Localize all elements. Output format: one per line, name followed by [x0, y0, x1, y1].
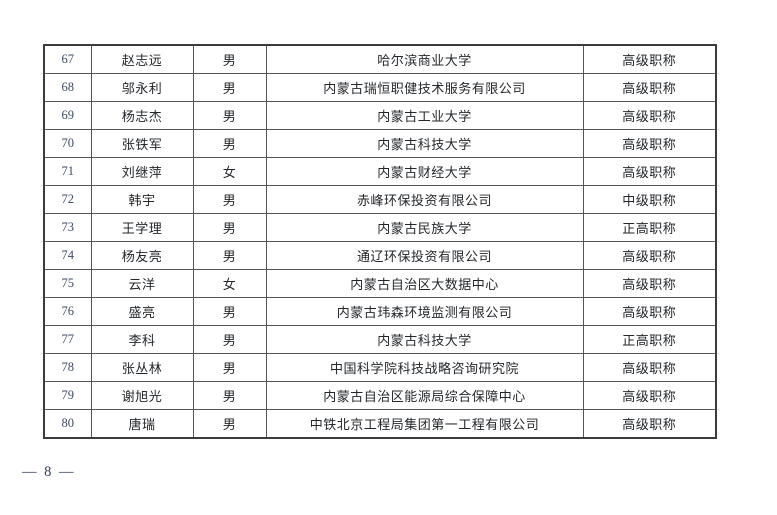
name-cell: 王学理	[90, 213, 194, 242]
gender-cell: 男	[192, 101, 267, 130]
row-number-cell: 67	[43, 44, 92, 74]
gender-cell: 男	[192, 409, 267, 439]
organization-cell: 内蒙古财经大学	[265, 157, 584, 186]
row-number-cell: 74	[43, 241, 92, 270]
table-row: 79 谢旭光 男 内蒙古自治区能源局综合保障中心 高级职称	[43, 381, 717, 410]
table-row: 67 赵志远 男 哈尔滨商业大学 高级职称	[43, 44, 717, 74]
name-cell: 李科	[90, 325, 194, 354]
title-cell: 高级职称	[582, 269, 717, 298]
personnel-table-body: 67 赵志远 男 哈尔滨商业大学 高级职称 68 邬永利 男 内蒙古瑞恒职健技术…	[43, 44, 717, 439]
title-cell: 高级职称	[582, 44, 717, 74]
name-cell: 韩宇	[90, 185, 194, 214]
title-cell: 高级职称	[582, 297, 717, 326]
organization-cell: 内蒙古瑞恒职健技术服务有限公司	[265, 73, 584, 102]
gender-cell: 男	[192, 129, 267, 158]
name-cell: 刘继萍	[90, 157, 194, 186]
row-number-cell: 71	[43, 157, 92, 186]
gender-cell: 男	[192, 73, 267, 102]
title-cell: 高级职称	[582, 409, 717, 439]
table-row: 76 盛亮 男 内蒙古玮森环境监测有限公司 高级职称	[43, 297, 717, 326]
row-number-cell: 78	[43, 353, 92, 382]
organization-cell: 通辽环保投资有限公司	[265, 241, 584, 270]
name-cell: 盛亮	[90, 297, 194, 326]
organization-cell: 内蒙古科技大学	[265, 129, 584, 158]
table-row: 77 李科 男 内蒙古科技大学 正高职称	[43, 325, 717, 354]
table-row: 72 韩宇 男 赤峰环保投资有限公司 中级职称	[43, 185, 717, 214]
organization-cell: 内蒙古玮森环境监测有限公司	[265, 297, 584, 326]
title-cell: 高级职称	[582, 129, 717, 158]
gender-cell: 男	[192, 185, 267, 214]
name-cell: 邬永利	[90, 73, 194, 102]
name-cell: 唐瑞	[90, 409, 194, 439]
table-row: 70 张铁军 男 内蒙古科技大学 高级职称	[43, 129, 717, 158]
gender-cell: 男	[192, 297, 267, 326]
table-row: 78 张丛林 男 中国科学院科技战略咨询研究院 高级职称	[43, 353, 717, 382]
organization-cell: 哈尔滨商业大学	[265, 44, 584, 74]
title-cell: 正高职称	[582, 325, 717, 354]
gender-cell: 男	[192, 381, 267, 410]
table-row: 75 云洋 女 内蒙古自治区大数据中心 高级职称	[43, 269, 717, 298]
organization-cell: 内蒙古自治区能源局综合保障中心	[265, 381, 584, 410]
organization-cell: 中国科学院科技战略咨询研究院	[265, 353, 584, 382]
table-row: 74 杨友亮 男 通辽环保投资有限公司 高级职称	[43, 241, 717, 270]
row-number-cell: 75	[43, 269, 92, 298]
gender-cell: 男	[192, 44, 267, 74]
name-cell: 杨志杰	[90, 101, 194, 130]
table-row: 73 王学理 男 内蒙古民族大学 正高职称	[43, 213, 717, 242]
row-number-cell: 69	[43, 101, 92, 130]
organization-cell: 赤峰环保投资有限公司	[265, 185, 584, 214]
table-row: 68 邬永利 男 内蒙古瑞恒职健技术服务有限公司 高级职称	[43, 73, 717, 102]
gender-cell: 女	[192, 157, 267, 186]
row-number-cell: 72	[43, 185, 92, 214]
gender-cell: 男	[192, 213, 267, 242]
organization-cell: 中铁北京工程局集团第一工程有限公司	[265, 409, 584, 439]
organization-cell: 内蒙古科技大学	[265, 325, 584, 354]
name-cell: 谢旭光	[90, 381, 194, 410]
table-row: 80 唐瑞 男 中铁北京工程局集团第一工程有限公司 高级职称	[43, 409, 717, 439]
title-cell: 正高职称	[582, 213, 717, 242]
organization-cell: 内蒙古民族大学	[265, 213, 584, 242]
organization-cell: 内蒙古工业大学	[265, 101, 584, 130]
row-number-cell: 79	[43, 381, 92, 410]
organization-cell: 内蒙古自治区大数据中心	[265, 269, 584, 298]
name-cell: 张铁军	[90, 129, 194, 158]
name-cell: 云洋	[90, 269, 194, 298]
page-number: — 8 —	[22, 464, 76, 480]
row-number-cell: 73	[43, 213, 92, 242]
gender-cell: 男	[192, 241, 267, 270]
row-number-cell: 76	[43, 297, 92, 326]
row-number-cell: 80	[43, 409, 92, 439]
personnel-table: 67 赵志远 男 哈尔滨商业大学 高级职称 68 邬永利 男 内蒙古瑞恒职健技术…	[43, 44, 717, 439]
table-row: 71 刘继萍 女 内蒙古财经大学 高级职称	[43, 157, 717, 186]
gender-cell: 男	[192, 353, 267, 382]
name-cell: 赵志远	[90, 44, 194, 74]
title-cell: 高级职称	[582, 157, 717, 186]
name-cell: 杨友亮	[90, 241, 194, 270]
gender-cell: 男	[192, 325, 267, 354]
title-cell: 高级职称	[582, 353, 717, 382]
title-cell: 高级职称	[582, 101, 717, 130]
row-number-cell: 77	[43, 325, 92, 354]
gender-cell: 女	[192, 269, 267, 298]
name-cell: 张丛林	[90, 353, 194, 382]
row-number-cell: 70	[43, 129, 92, 158]
title-cell: 中级职称	[582, 185, 717, 214]
row-number-cell: 68	[43, 73, 92, 102]
title-cell: 高级职称	[582, 241, 717, 270]
table-row: 69 杨志杰 男 内蒙古工业大学 高级职称	[43, 101, 717, 130]
title-cell: 高级职称	[582, 73, 717, 102]
title-cell: 高级职称	[582, 381, 717, 410]
